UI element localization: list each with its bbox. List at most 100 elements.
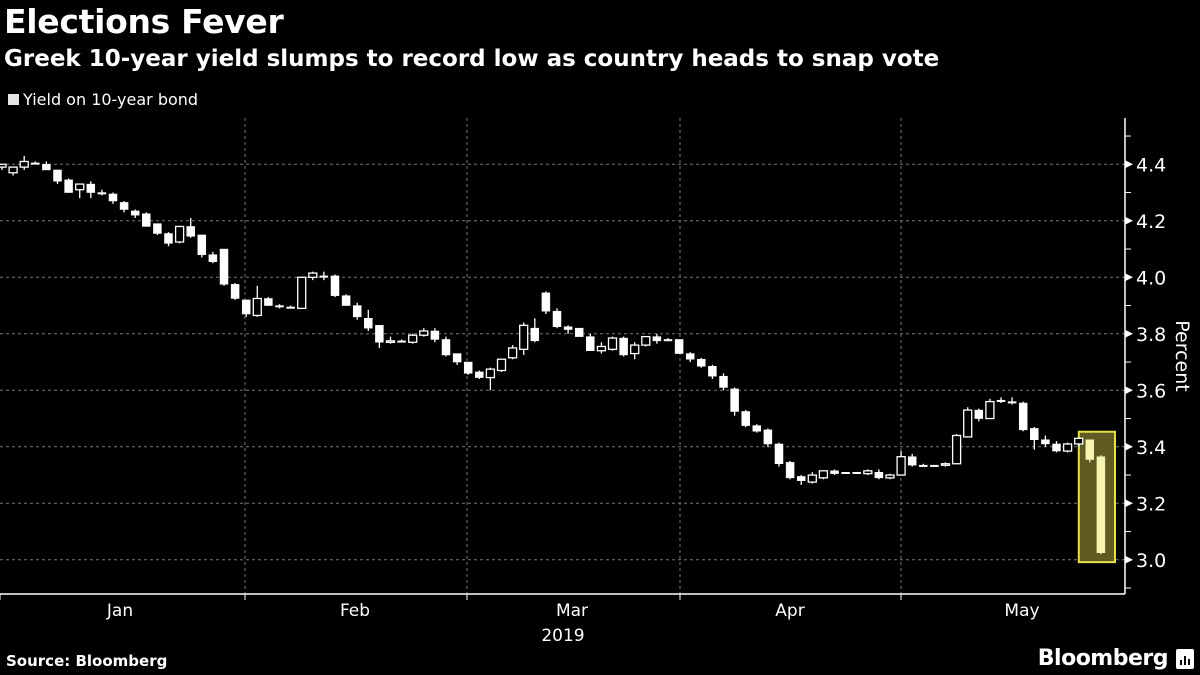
- legend-swatch: [8, 94, 19, 105]
- candle-down: [352, 305, 362, 318]
- candle-down: [375, 325, 384, 343]
- candle-down: [1096, 456, 1106, 553]
- candle-down: [53, 169, 62, 182]
- candle-down: [552, 310, 562, 327]
- candle-down: [874, 471, 884, 479]
- y-tick-label: 4.0: [1136, 267, 1166, 289]
- candle-down: [563, 326, 573, 330]
- candle-up: [963, 409, 973, 438]
- candle-up: [297, 276, 307, 310]
- candle-down: [974, 409, 984, 419]
- candle-up: [8, 166, 18, 174]
- candle-down: [108, 193, 118, 202]
- candle-down: [119, 202, 129, 210]
- candle-down: [730, 388, 739, 412]
- candle-up: [885, 474, 895, 479]
- y-tick-label: 4.2: [1136, 211, 1166, 233]
- candle-down: [685, 353, 695, 360]
- candle-down: [430, 330, 440, 340]
- y-tick-label: 3.8: [1136, 324, 1166, 346]
- candle-up: [641, 335, 651, 346]
- candle-down: [719, 375, 728, 388]
- y-tick-marker: [1125, 499, 1133, 508]
- candle-down: [208, 254, 218, 263]
- candle-up: [1074, 437, 1084, 445]
- chart-title: Elections Fever: [4, 2, 284, 41]
- candle-up: [951, 434, 962, 465]
- y-tick-marker: [1125, 273, 1133, 282]
- y-tick-label: 3.2: [1136, 493, 1166, 515]
- x-tick-label: Feb: [340, 601, 370, 621]
- candle-up: [1062, 443, 1073, 452]
- candle-up: [507, 347, 518, 359]
- candle-down: [830, 470, 839, 474]
- candle-up: [630, 344, 640, 355]
- y-tick-label: 3.6: [1136, 380, 1166, 402]
- y-tick-label: 3.0: [1136, 550, 1166, 572]
- candle-down: [319, 275, 329, 278]
- candle-down: [86, 183, 96, 193]
- candle-down: [541, 292, 551, 312]
- candle-down: [186, 226, 195, 237]
- y-tick-marker: [1125, 442, 1133, 451]
- y-tick-marker: [1125, 329, 1133, 338]
- candle-up: [985, 400, 995, 420]
- candle-down: [275, 305, 284, 308]
- candle-down: [219, 248, 229, 285]
- candle-down: [397, 340, 406, 343]
- legend: Yield on 10-year bond: [8, 90, 198, 109]
- candle-up: [419, 330, 429, 336]
- candle-down: [130, 210, 140, 216]
- logo-text: Bloomberg: [1037, 646, 1169, 671]
- x-tick-label: Jan: [106, 601, 133, 621]
- y-tick-marker: [1125, 555, 1133, 564]
- candle-down: [907, 456, 917, 466]
- candle-down: [64, 179, 73, 193]
- candle-up: [385, 340, 396, 344]
- candle-down: [1041, 439, 1050, 445]
- candle-down: [752, 425, 762, 432]
- candle-up: [0, 163, 7, 168]
- candle-down: [286, 306, 295, 309]
- x-tick-label: Apr: [775, 601, 804, 621]
- candle-down: [796, 476, 806, 481]
- candle-down: [97, 192, 107, 195]
- candle-down: [774, 443, 784, 465]
- candle-down: [919, 464, 928, 467]
- candle-down: [142, 213, 151, 227]
- candle-down: [663, 339, 673, 342]
- candle-down: [1030, 428, 1039, 440]
- candle-down: [452, 353, 462, 363]
- candle-up: [75, 183, 85, 191]
- candle-down: [674, 339, 684, 354]
- candle-up: [519, 324, 529, 350]
- candle-up: [940, 463, 951, 466]
- y-tick-label: 4.4: [1136, 154, 1166, 176]
- candle-up: [485, 368, 496, 379]
- y-tick-marker: [1125, 160, 1133, 169]
- y-tick-marker: [1125, 386, 1133, 395]
- candle-down: [1018, 402, 1028, 431]
- candle-down: [586, 336, 595, 351]
- candle-up: [252, 297, 262, 317]
- candle-down: [841, 471, 850, 474]
- candle-down: [785, 462, 795, 479]
- candle-up: [896, 456, 906, 476]
- candle-down: [1052, 443, 1061, 452]
- candle-up: [496, 358, 507, 372]
- candle-down: [475, 371, 484, 378]
- bloomberg-chart-icon: [1176, 648, 1194, 669]
- chart-subtitle: Greek 10-year yield slumps to record low…: [4, 46, 940, 72]
- candle-down: [741, 411, 750, 426]
- candle-down: [930, 464, 939, 467]
- candle-up: [818, 470, 829, 479]
- candle-down: [42, 164, 51, 171]
- y-tick-marker: [1125, 216, 1133, 225]
- x-tick-label: May: [1004, 601, 1039, 621]
- candle-down: [619, 337, 628, 356]
- candle-up: [19, 160, 29, 168]
- candle-down: [341, 295, 351, 306]
- candle-up: [408, 334, 418, 343]
- source-note: Source: Bloomberg: [6, 652, 168, 670]
